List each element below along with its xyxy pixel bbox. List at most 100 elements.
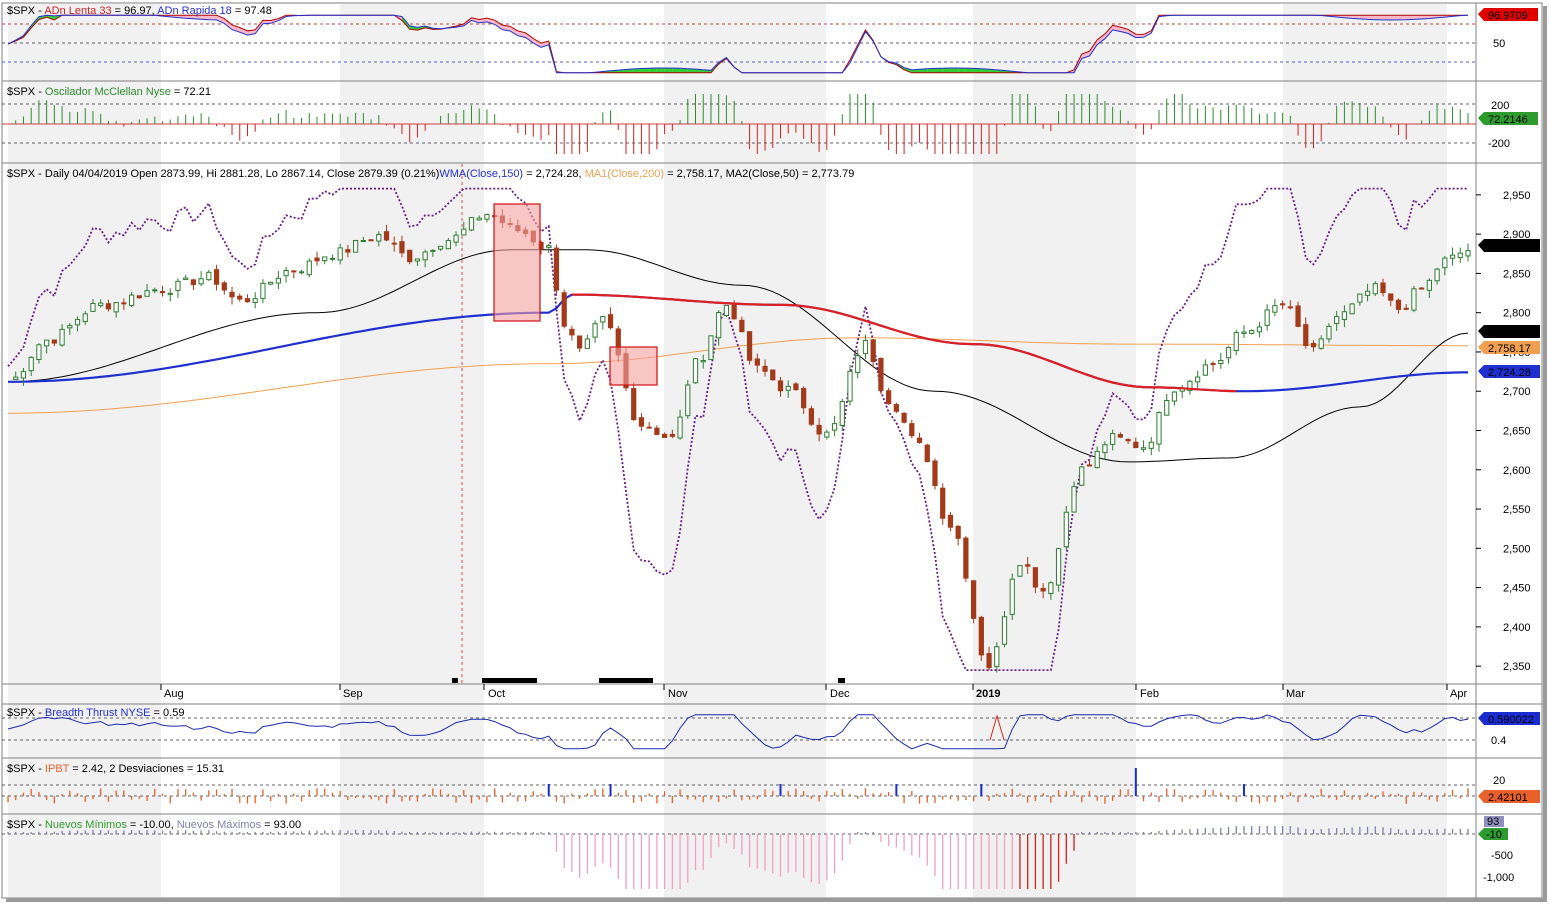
candle-body [770,369,776,381]
adn-fill-segment [1089,39,1098,56]
adn-fill-segment [193,15,202,20]
adn-fill-segment [1367,15,1376,20]
adn-fill-segment [981,68,990,73]
month-band-4 [1283,4,1447,897]
candle-body [631,388,637,421]
signal-markers [452,678,845,683]
price-panel: 2,9502,9002,8502,8002,7502,7002,6502,600… [7,164,1540,684]
candle-body [1426,279,1432,291]
candle-body [1318,338,1324,349]
frame-shadow-bottom [6,898,1547,902]
nuevos-tick-500: -500 [1491,850,1513,862]
candle-body [569,328,575,336]
candle-body [1071,486,1077,513]
adn-fill-segment [1413,15,1422,20]
breadth-tick: 0.4 [1491,735,1506,747]
candle-body [739,319,745,333]
candle-body [1117,434,1123,438]
candle-body [916,437,923,443]
candle-body [407,249,413,263]
adn-fill-segment [1143,30,1152,38]
candle-body [275,277,281,284]
adn-rapida-line [7,14,1469,74]
adn-fill-segment [950,68,959,73]
candle-body [183,277,189,280]
candle-body [445,240,451,250]
candle-body [1403,307,1409,310]
x-label-dec: Dec [830,688,850,700]
candle-body [1419,287,1425,290]
dotted-indicator-line [7,187,1468,671]
candle-body [51,339,57,344]
x-label-sep: Sep [343,688,363,700]
candle-body [692,358,699,384]
candle-body [1164,400,1170,416]
breadth-thrust-panel: $SPX - Breadth Thrust NYSE = 0.59 0.4 0.… [2,707,1540,750]
adn-fill-segment [934,68,943,73]
adn-fill-segment [680,68,688,73]
adn-fill-segment [641,68,650,73]
candle-body [190,279,197,285]
candle-body [453,234,459,243]
adn-tick-50: 50 [1493,38,1505,50]
adn-fill-segment [664,68,673,73]
candle-body [1256,326,1263,333]
candle-body [940,487,946,519]
candle-body [847,370,853,402]
adn-fill-segment [958,68,966,73]
candle-body [159,291,166,294]
candle-body [329,257,336,260]
adn-fill-segment [1359,15,1368,20]
candle-body [1249,330,1255,334]
candle-body [353,240,359,253]
mcclellan-panel: $SPX - Oscilador McClellan Nyse = 72.21 … [2,86,1538,154]
candle-body [260,282,266,299]
candle-body [1156,412,1162,445]
adn-fill-segment [942,68,951,73]
candle-body [1241,331,1247,334]
candle-body [839,400,845,426]
candle-body [955,525,961,539]
adn-fill-segment [672,68,681,73]
candle-body [221,282,227,291]
candle-body [986,653,992,669]
price-y-axis: 2,9502,9002,8502,8002,7502,7002,6502,600… [1476,190,1531,673]
breadth-value-tag: 0.590022 [1478,712,1540,726]
highlight-box-oct-late [609,346,658,386]
x-axis: Aug Sep Oct Nov Dec 2019 Feb Mar Apr [160,684,1467,700]
adn-fill-segment [1398,15,1407,20]
candle-body [793,383,799,391]
ma1-price-tag: 2,758.17 [1478,341,1540,355]
breadth-thrust-line [7,714,1469,750]
candle-body [144,290,150,297]
candle-body [1349,303,1355,315]
candle-body [685,384,691,417]
nuevos-tick-1000: -1,000 [1483,872,1514,884]
mcclellan-legend: $SPX - Oscilador McClellan Nyse = 72.21 [7,86,211,98]
candle-body [1148,441,1154,449]
candle-body [1457,252,1463,259]
candle-body [1372,283,1378,295]
candle-body [708,335,714,361]
adn-fill-segment [262,20,271,24]
candle-body [731,304,737,320]
candle-body [700,360,706,363]
y-tick-label: 2,550 [1503,504,1531,516]
candle-body [1079,466,1085,486]
breadth-legend: $SPX - Breadth Thrust NYSE = 0.59 [7,707,184,719]
candle-body [291,270,297,273]
close-price-tag: 2,879.39 [1478,239,1540,253]
candle-body [607,314,614,329]
candle-body [754,358,760,366]
candle-body [1133,441,1139,449]
ma50-line [7,249,1469,463]
candle-body [1055,548,1062,586]
mcclellan-value-tag: 72.2146 [1478,112,1538,126]
ipbt-histogram [7,768,1469,804]
y-tick-label: 2,850 [1503,268,1531,280]
mcclellan-tick-neg200: -200 [1488,138,1510,150]
candle-body [646,426,652,429]
candle-body [963,537,969,579]
candle-body [59,328,65,346]
candle-body [1017,565,1023,577]
